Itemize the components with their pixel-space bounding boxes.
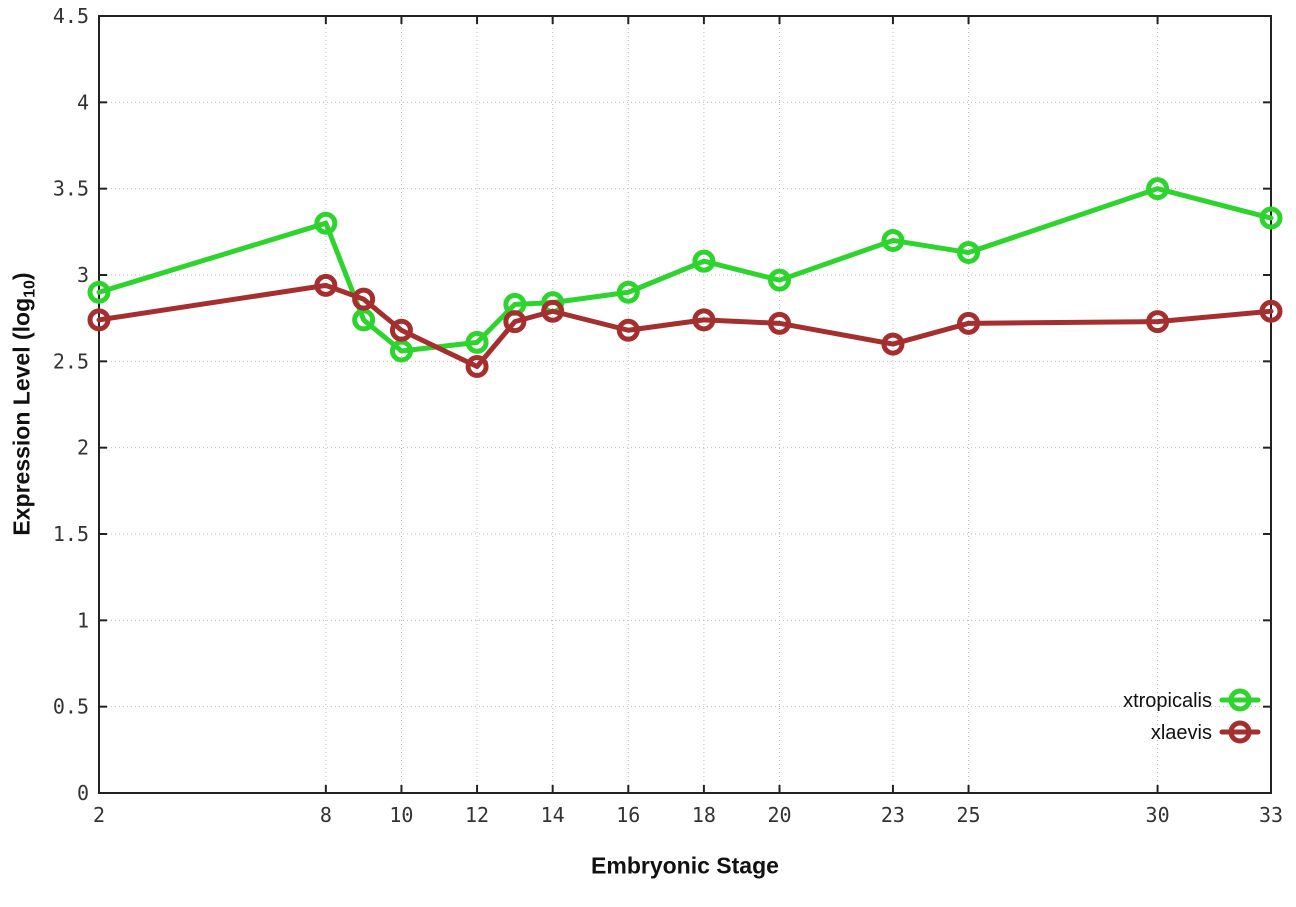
data-point-xlaevis [541,299,565,323]
y-axis-title-suffix: ) [8,272,35,281]
y-tick-label: 0.5 [53,695,89,719]
x-tick-label: 12 [465,803,489,827]
x-tick-label: 33 [1259,803,1283,827]
y-tick-label: 3.5 [53,177,89,201]
x-tick-label: 25 [957,803,981,827]
data-point-xlaevis [389,318,413,342]
y-tick-label: 2.5 [53,349,89,373]
data-point-xtropicalis [1259,206,1283,230]
y-tick-label: 3 [77,263,89,287]
data-point-xtropicalis [881,228,905,252]
series-xlaevis-line [96,282,1274,370]
data-point-xtropicalis [616,280,640,304]
data-point-xlaevis [957,311,981,335]
x-tick-label: 14 [541,803,565,827]
data-point-xtropicalis [352,308,376,332]
data-point-xtropicalis [87,280,111,304]
x-tick-label: 16 [616,803,640,827]
x-tick-label: 23 [881,803,905,827]
series-xtropicalis-line [96,186,1274,354]
x-tick-label: 30 [1146,803,1170,827]
legend-label-xlaevis: xlaevis [1151,722,1212,744]
data-point-xlaevis [1259,299,1283,323]
data-point-xlaevis [87,308,111,332]
x-tick-label: 20 [767,803,791,827]
x-tick-label: 8 [320,803,332,827]
data-point-xlaevis [465,355,489,379]
data-point-xtropicalis [389,339,413,363]
x-axis-title: Embryonic Stage [591,852,779,879]
data-point-xtropicalis [465,330,489,354]
y-axis-title-text: Expression Level (log [8,297,35,536]
plot-border [98,15,1272,794]
data-point-xlaevis [616,318,640,342]
data-point-xtropicalis [692,249,716,273]
x-tick-label: 10 [389,803,413,827]
data-point-xlaevis [881,332,905,356]
data-point-xtropicalis [768,268,792,292]
data-point-xlaevis [692,308,716,332]
y-tick-label: 2 [77,436,89,460]
data-point-xlaevis [314,273,338,297]
data-point-xlaevis [352,287,376,311]
x-tick-label: 18 [692,803,716,827]
legend-sample-marker-xlaevis [1228,720,1252,744]
data-point-xtropicalis [1146,177,1170,201]
data-point-xlaevis [503,310,527,334]
data-point-xtropicalis [957,241,981,265]
data-point-xlaevis [1146,310,1170,334]
data-point-xlaevis [768,311,792,335]
y-tick-label: 1.5 [53,522,89,546]
x-tick-label: 2 [93,803,105,827]
y-tick-label: 0 [77,781,89,805]
y-axis-title-subscript: 10 [21,280,39,298]
legend-sample-marker-xtropicalis [1228,688,1252,712]
y-tick-label: 4.5 [53,4,89,28]
legend-label-xtropicalis: xtropicalis [1123,690,1212,712]
data-point-xtropicalis [314,211,338,235]
y-axis-title: Expression Level (log10) [9,272,40,535]
y-tick-label: 4 [77,90,89,114]
y-tick-label: 1 [77,608,89,632]
